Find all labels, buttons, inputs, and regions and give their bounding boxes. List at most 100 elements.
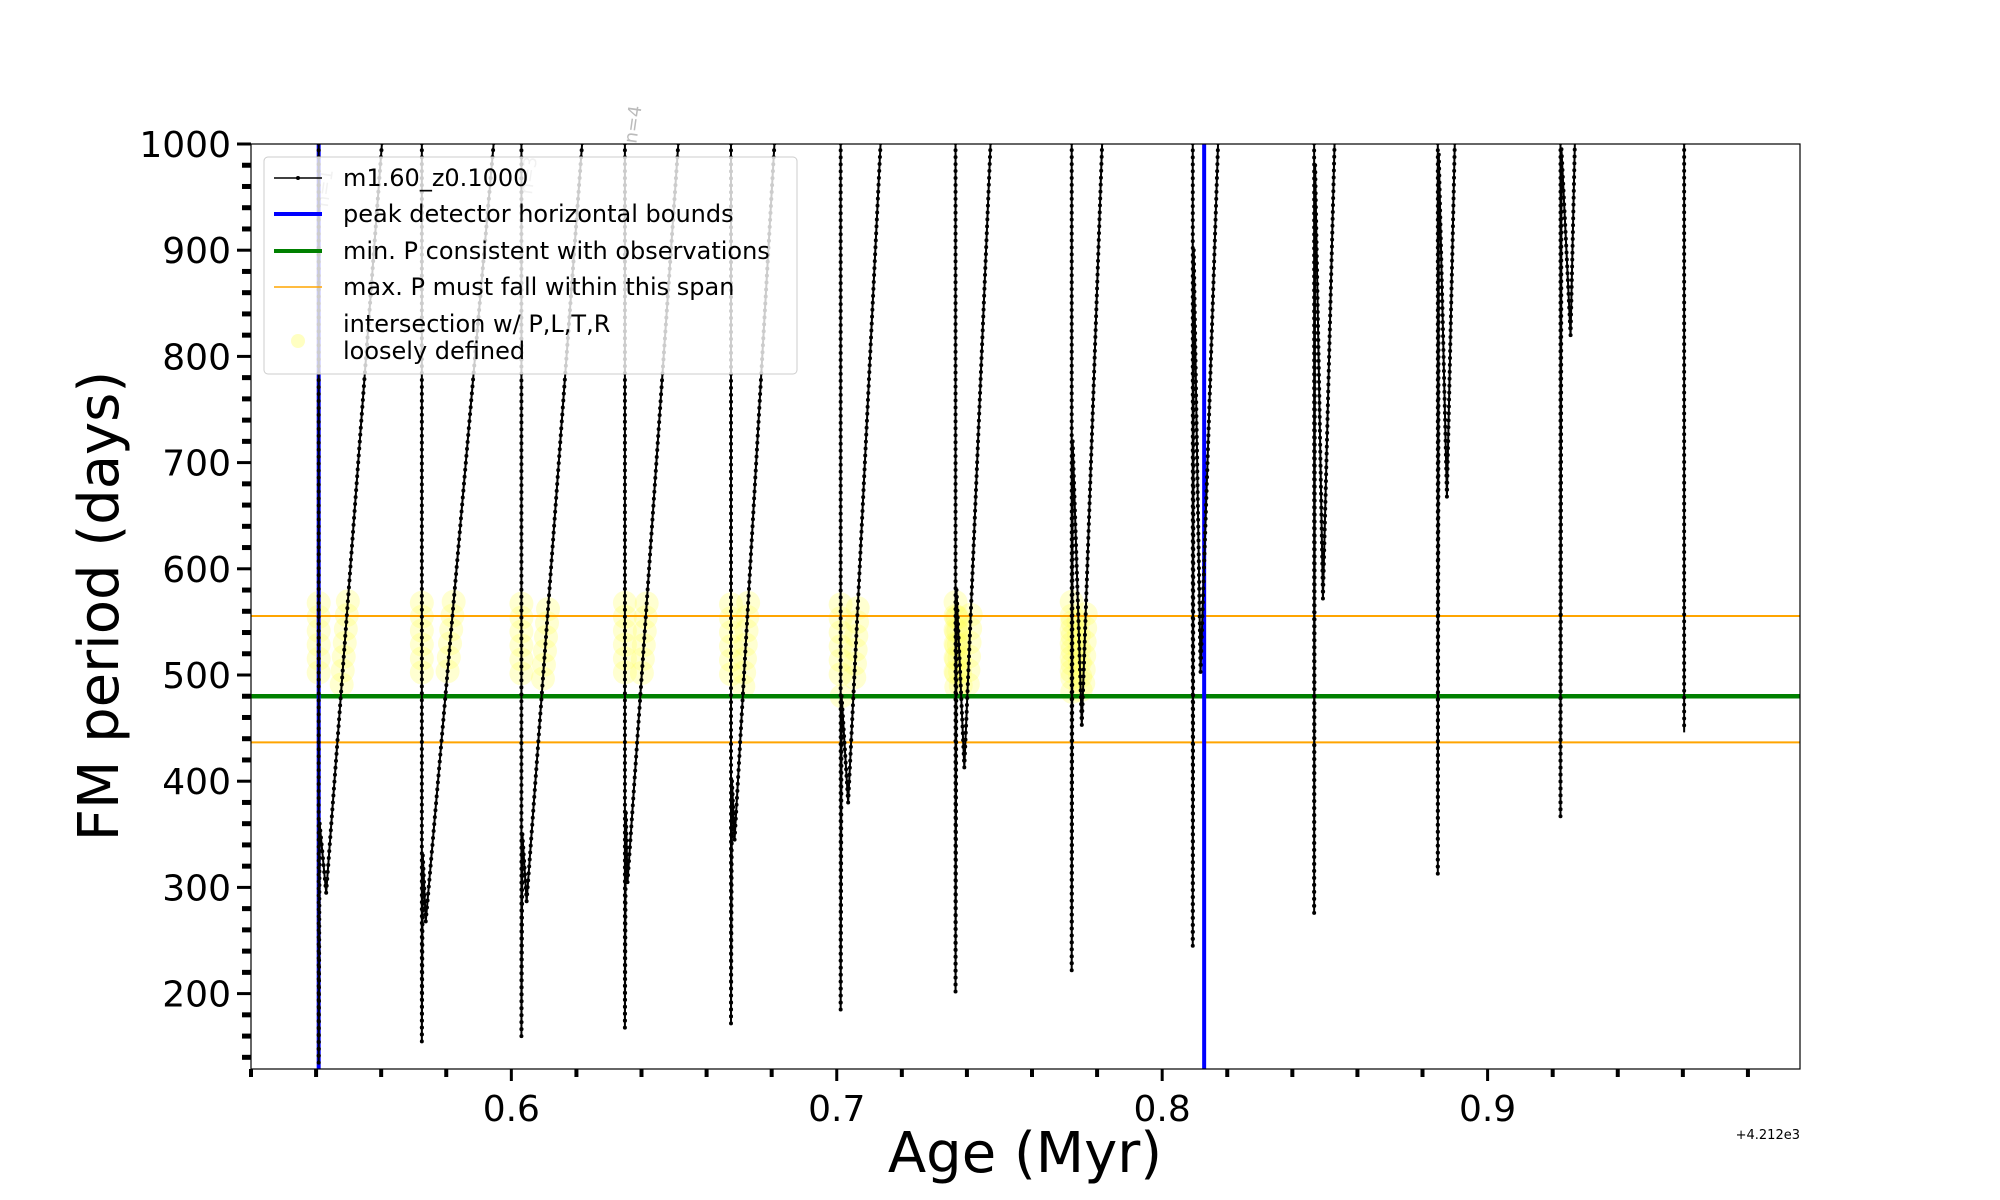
series-point: [1069, 363, 1074, 368]
series-point: [1088, 466, 1093, 471]
series-point: [1315, 268, 1320, 273]
series-point: [534, 767, 539, 772]
series-point: [324, 890, 329, 895]
series-point: [953, 440, 958, 445]
series-point: [1312, 813, 1317, 818]
series-point: [1070, 794, 1075, 799]
series-point: [839, 805, 844, 810]
series-point: [1559, 452, 1564, 457]
series-point: [519, 964, 524, 969]
series-point: [728, 602, 733, 607]
series-point: [519, 824, 524, 829]
series-point: [874, 224, 879, 229]
series-point: [358, 432, 363, 437]
series-point: [1312, 624, 1317, 629]
series-point: [452, 592, 457, 597]
series-point: [953, 947, 958, 952]
series-point: [420, 1004, 425, 1009]
series-point: [342, 640, 347, 645]
series-point: [1081, 667, 1086, 672]
series-point: [976, 432, 981, 437]
series-point: [420, 127, 424, 131]
series-point: [1203, 509, 1208, 514]
series-point: [420, 956, 425, 961]
series-point: [520, 832, 525, 837]
series-point: [1682, 716, 1687, 721]
series-point: [640, 664, 645, 669]
series-point: [745, 607, 750, 612]
series-point: [1558, 779, 1563, 784]
series-point: [1312, 155, 1317, 160]
series-point: [495, 106, 499, 110]
series-point: [1199, 648, 1204, 653]
series-point: [1312, 575, 1317, 580]
series-point: [519, 559, 524, 564]
series-point: [953, 579, 958, 584]
series-point: [1312, 708, 1317, 713]
series-point: [519, 531, 524, 536]
series-point: [419, 468, 424, 473]
series-point: [1191, 700, 1196, 705]
series-point: [528, 850, 533, 855]
series-point: [1096, 238, 1101, 243]
series-point: [317, 903, 322, 908]
series-point: [967, 647, 972, 652]
series-point: [354, 481, 359, 486]
series-point: [1070, 557, 1075, 562]
series-point: [1559, 362, 1564, 367]
series-point: [1559, 320, 1564, 325]
series-point: [519, 594, 524, 599]
series-point: [316, 566, 321, 571]
series-point: [874, 231, 879, 236]
series-point: [728, 658, 733, 663]
series-point: [758, 378, 763, 383]
series-point: [1071, 467, 1076, 472]
series-point: [316, 907, 321, 912]
series-point: [519, 922, 524, 927]
series-point: [1682, 286, 1687, 291]
series-point: [1316, 358, 1321, 363]
series-point: [838, 567, 843, 572]
series-point: [1682, 695, 1687, 700]
series-point: [1070, 766, 1075, 771]
series-point: [1099, 168, 1104, 173]
series-point: [729, 924, 734, 929]
series-point: [1436, 578, 1441, 583]
series-point: [519, 720, 524, 725]
series-point: [839, 100, 843, 104]
series-point: [419, 691, 424, 696]
series-point: [838, 658, 843, 663]
series-point: [857, 564, 862, 569]
series-point: [316, 587, 321, 592]
series-point: [736, 774, 741, 779]
series-point: [953, 454, 958, 459]
series-point: [1436, 285, 1441, 290]
series-point: [1319, 491, 1324, 496]
series-point: [956, 642, 961, 647]
series-point: [1081, 681, 1086, 686]
series-point: [1436, 410, 1441, 415]
series-point: [622, 566, 627, 571]
series-point: [654, 461, 659, 466]
series-point: [953, 837, 958, 842]
series-point: [1092, 348, 1097, 353]
series-point: [543, 634, 548, 639]
series-point: [839, 742, 844, 747]
series-point: [1095, 286, 1100, 291]
series-point: [654, 454, 659, 459]
series-point: [419, 795, 424, 800]
series-point: [859, 536, 864, 541]
series-point: [957, 649, 962, 654]
series-point: [637, 705, 642, 710]
series-point: [1682, 279, 1687, 284]
series-point: [519, 727, 524, 732]
series-point: [637, 698, 642, 703]
series-point: [1312, 491, 1317, 496]
series-point: [954, 740, 959, 745]
series-point: [1191, 540, 1196, 545]
series-point: [519, 399, 524, 404]
series-point: [419, 419, 424, 424]
series-point: [953, 982, 958, 987]
x-offset-label: +4.212e3: [1736, 1128, 1800, 1143]
series-point: [1211, 294, 1216, 299]
